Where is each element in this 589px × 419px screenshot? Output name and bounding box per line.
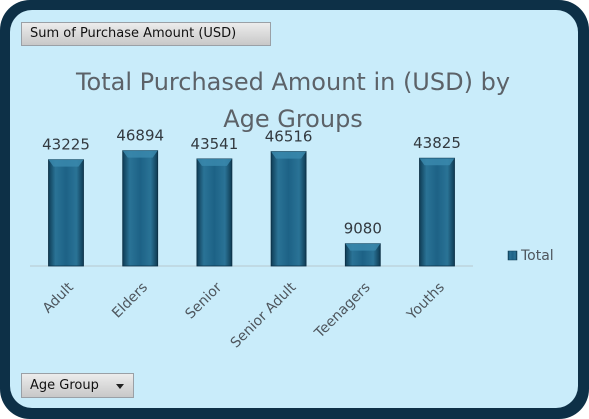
- bars-group: 43225 Adult 46894 Elders 43541 Senior 46516 Sen…: [40, 127, 461, 352]
- category-label: Adult: [40, 279, 77, 316]
- bar-adult[interactable]: [48, 159, 84, 267]
- data-label: 43225: [42, 136, 90, 154]
- data-label: 46516: [265, 128, 313, 146]
- bar-bevel: [196, 158, 232, 166]
- bar-bevel: [345, 243, 381, 251]
- bar-elders[interactable]: [122, 150, 159, 267]
- category-label: Senior: [182, 279, 225, 322]
- axis-field-dropdown[interactable]: Age Group: [21, 373, 134, 398]
- bar-senior[interactable]: [196, 158, 233, 267]
- data-label: 9080: [344, 220, 382, 238]
- bar-bevel: [48, 159, 84, 167]
- legend: Total: [507, 248, 554, 264]
- value-field-button[interactable]: Sum of Purchase Amount (USD): [21, 22, 271, 46]
- category-label: Teenagers: [311, 280, 374, 343]
- bar-senior-adult[interactable]: [270, 151, 307, 267]
- bar-youths[interactable]: [419, 157, 455, 267]
- axis-field-label: Age Group: [30, 378, 99, 393]
- data-label: 43825: [413, 134, 461, 152]
- chart-title-line-2: Age Groups: [223, 105, 363, 133]
- data-label: 43541: [191, 135, 239, 153]
- chart-title-line-1: Total Purchased Amount in (USD) by: [75, 68, 510, 96]
- category-label: Senior Adult: [228, 279, 300, 351]
- legend-swatch: [507, 250, 518, 261]
- chevron-down-icon[interactable]: [116, 384, 124, 389]
- bar-bevel: [122, 150, 158, 158]
- bar-bevel: [271, 151, 307, 159]
- category-label: Elders: [109, 280, 151, 322]
- legend-label: Total: [520, 248, 554, 264]
- bar-bevel: [419, 158, 455, 166]
- data-label: 46894: [116, 127, 164, 145]
- category-label: Youths: [403, 280, 447, 324]
